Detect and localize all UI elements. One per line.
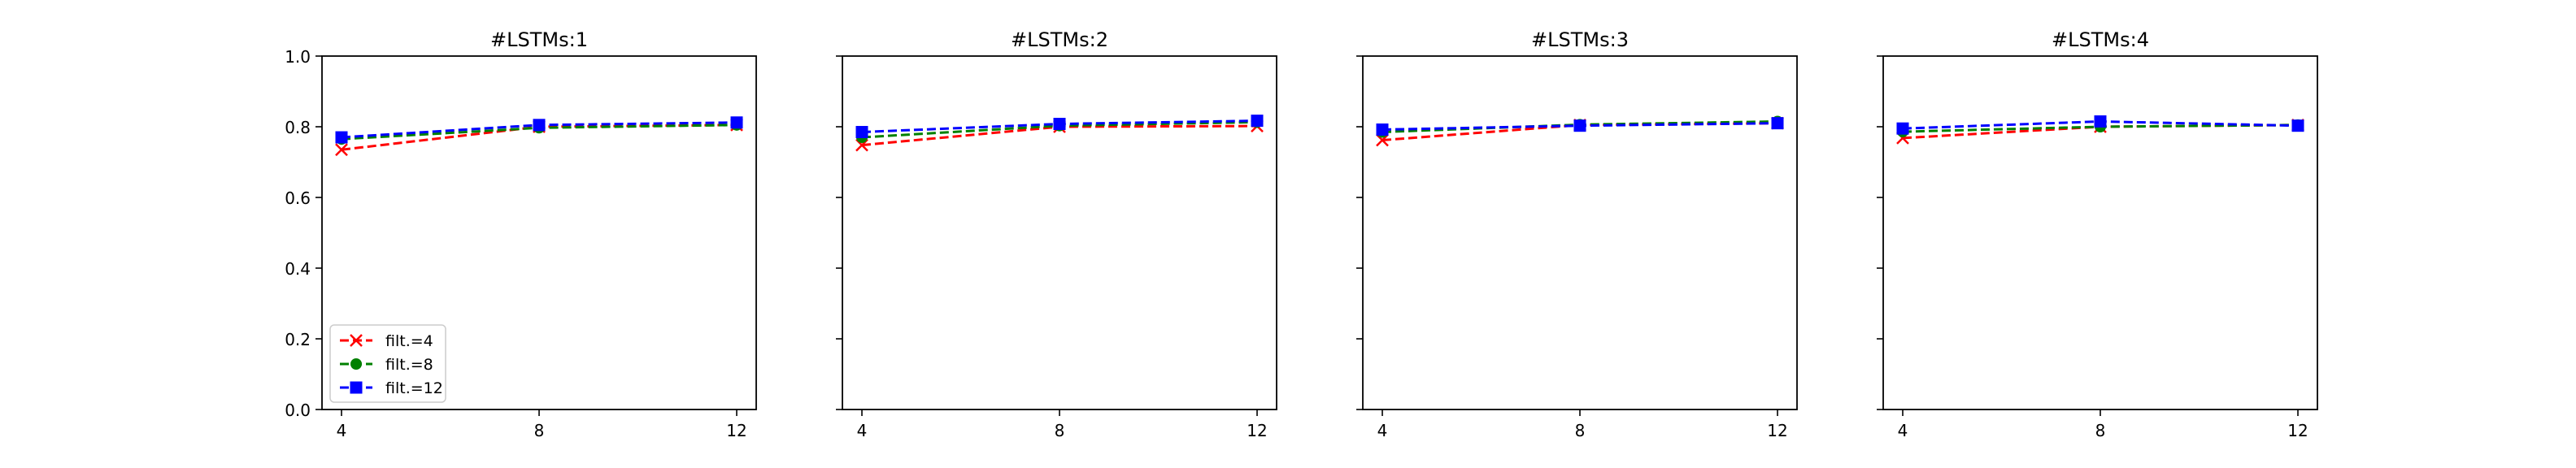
data-point [1771, 117, 1784, 130]
legend-marker [350, 381, 363, 394]
x-tick-label: 12 [2287, 421, 2308, 440]
data-point [1251, 115, 1264, 128]
data-point [1896, 122, 1909, 135]
legend-label: filt.=12 [385, 379, 443, 397]
plot-frame [842, 55, 1277, 410]
legend: filt.=4 filt.=8 filt.=12 [329, 324, 446, 403]
x-tick-label: 8 [1055, 421, 1065, 440]
data-point-b [1376, 133, 1389, 147]
panels: #LSTMs:10.00.20.40.60.81.04 8 12filt.=4fil… [285, 28, 2318, 440]
x-tick-label: 12 [1247, 421, 1267, 440]
panel-title: #LSTMs:2 [1011, 28, 1108, 51]
data-point [730, 116, 743, 129]
panel-title: #LSTMs:1 [490, 28, 588, 51]
data-point-b [335, 143, 348, 157]
y-tick-label: 0.8 [285, 118, 311, 137]
legend-label: filt.=4 [385, 332, 433, 350]
panel-title: #LSTMs:3 [1531, 28, 1629, 51]
y-tick-label: 1.0 [285, 47, 311, 67]
x-tick-label: 4 [857, 421, 868, 440]
panel-title: #LSTMs:4 [2052, 28, 2149, 51]
series-filt.=12 [335, 116, 743, 144]
series-filt.=12 [855, 115, 1264, 139]
y-tick-label: 0.4 [285, 259, 311, 279]
data-point [855, 126, 868, 139]
data-point [1376, 123, 1389, 136]
series-filt.=12 [1896, 115, 2304, 135]
x-tick-label: 4 [1898, 421, 1908, 440]
x-tick-label: 4 [1377, 421, 1388, 440]
x-tick-label: 8 [534, 421, 545, 440]
y-tick-label: 0.2 [285, 330, 311, 349]
panel-2: #LSTMs:2 4 8 12 [836, 28, 1277, 440]
data-point [1053, 118, 1066, 131]
panel-1: #LSTMs:10.00.20.40.60.81.04 8 12filt.=4fil… [285, 28, 757, 440]
y-tick-label: 0.6 [285, 188, 311, 208]
x-tick-label: 4 [337, 421, 347, 440]
y-tick-label: 0.0 [285, 401, 311, 420]
plot-frame [1882, 55, 2318, 410]
panel-4: #LSTMs:4 4 8 12 [1877, 28, 2318, 440]
legend-label: filt.=8 [385, 356, 433, 374]
panel-3: #LSTMs:3 4 8 12 [1356, 28, 1798, 440]
data-point [533, 119, 546, 132]
x-tick-label: 12 [726, 421, 746, 440]
x-tick-label: 8 [1575, 421, 1586, 440]
data-point [1573, 119, 1586, 132]
x-tick-label: 8 [2095, 421, 2106, 440]
x-tick-label: 12 [1767, 421, 1787, 440]
data-point [2291, 119, 2304, 132]
data-point [335, 131, 348, 144]
plot-frame [321, 55, 757, 410]
data-point [2094, 115, 2107, 128]
plot-frame [1362, 55, 1798, 410]
legend-marker [350, 358, 362, 370]
series-filt.=12 [1376, 117, 1784, 136]
legend-marker-b [350, 334, 363, 347]
